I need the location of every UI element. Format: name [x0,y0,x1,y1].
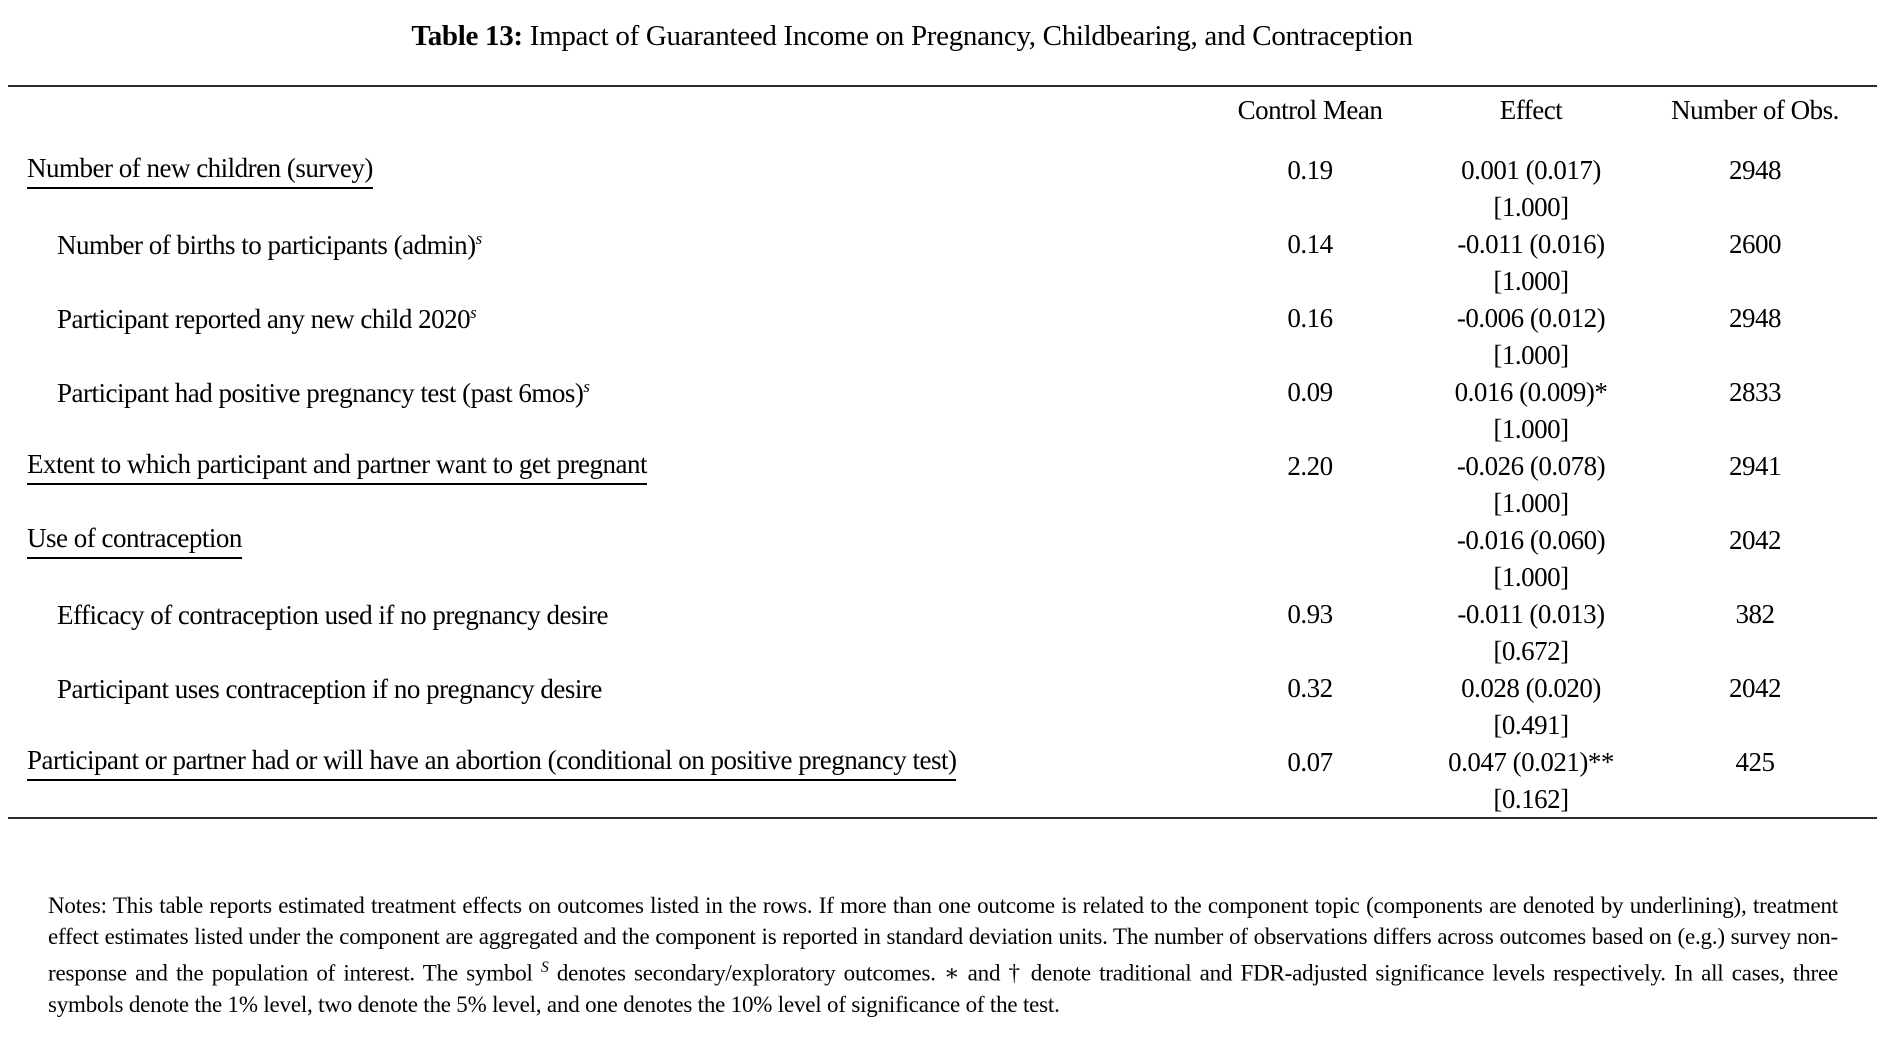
control-mean-value: 0.19 [1287,155,1333,185]
header-effect: Effect [1499,94,1563,125]
fdr-q-value: [1.000] [1493,488,1569,518]
table-row: Extent to which participant and partner … [8,447,1877,521]
row-label: Extent to which participant and partner … [8,448,1206,485]
table-body: Number of new children (survey) 0.19 0.0… [8,151,1877,817]
table-notes: Notes: This table reports estimated trea… [48,893,1839,1017]
effect-value: 0.001 (0.017) [1461,155,1601,185]
secondary-outcome-marker: s [470,302,477,322]
effect-value: -0.006 (0.012) [1456,303,1606,333]
top-rule [8,85,1877,87]
row-label: Participant had positive pregnancy test … [57,376,590,408]
control-mean-value: 0.93 [1287,599,1333,629]
obs-count: 2042 [1729,673,1782,703]
effect-value: 0.028 (0.020) [1461,673,1601,703]
control-mean-value: 0.32 [1287,673,1333,703]
control-mean-value: 2.20 [1287,451,1333,481]
obs-count: 2941 [1729,451,1782,481]
table-row: Number of births to participants (admin)… [8,225,1877,299]
table-row: Participant reported any new child 2020s… [8,299,1877,373]
row-label: Participant reported any new child 2020s [57,302,477,334]
table-number-label: Table 13: [411,20,523,52]
fdr-q-value: [1.000] [1493,192,1569,222]
obs-count: 2948 [1729,303,1782,333]
header-number-of-obs: Number of Obs. [1671,94,1839,125]
secondary-outcome-marker: s [475,228,483,248]
row-label: Participant or partner had or will have … [8,744,1206,781]
control-mean-value: 0.16 [1287,303,1333,333]
fdr-q-value: [1.000] [1493,266,1569,296]
obs-count: 2948 [1729,155,1782,185]
header-control-mean: Control Mean [1237,94,1383,125]
obs-count: 382 [1735,599,1776,629]
row-label: Number of births to participants (admin)… [57,228,483,260]
table-row: Participant or partner had or will have … [8,743,1877,817]
bottom-rule [8,817,1877,819]
control-mean-value: 0.07 [1287,747,1333,777]
header-spacer [8,133,1877,151]
effect-value: -0.026 (0.078) [1456,451,1606,481]
row-label: Efficacy of contraception used if no pre… [57,599,609,630]
row-label: Participant uses contraception if no pre… [57,673,602,704]
table-row: Efficacy of contraception used if no pre… [8,595,1877,669]
table-row: Use of contraception -0.016 (0.060) 2042… [8,521,1877,595]
fdr-q-value: [1.000] [1493,414,1569,444]
table-row: Number of new children (survey) 0.19 0.0… [8,151,1877,225]
effect-value: 0.047 (0.021)** [1448,747,1614,777]
obs-count: 2042 [1729,525,1782,555]
secondary-outcome-marker: s [583,376,590,396]
fdr-q-value: [0.491] [1493,710,1569,740]
obs-count: 2600 [1729,229,1782,259]
table-header-row: Control Mean Effect Number of Obs. [8,87,1877,133]
effect-value: -0.011 (0.016) [1457,229,1605,259]
table-row: Participant uses contraception if no pre… [8,669,1877,743]
fdr-q-value: [0.672] [1493,636,1569,666]
table-row: Participant had positive pregnancy test … [8,373,1877,447]
effect-value: 0.016 (0.009)* [1454,377,1608,407]
fdr-q-value: [0.162] [1493,784,1569,814]
results-table: Control Mean Effect Number of Obs. Numbe… [8,85,1877,819]
obs-count: 425 [1735,747,1776,777]
obs-count: 2833 [1729,377,1782,407]
control-mean-value: 0.09 [1287,377,1333,407]
fdr-q-value: [1.000] [1493,562,1569,592]
row-label: Use of contraception [8,522,1206,559]
effect-value: -0.011 (0.013) [1457,599,1605,629]
fdr-q-value: [1.000] [1493,340,1569,370]
table-title: Table 13: Impact of Guaranteed Income on… [0,20,1824,53]
row-label: Number of new children (survey) [8,152,1206,189]
effect-value: -0.016 (0.060) [1456,525,1606,555]
table-title-text: Impact of Guaranteed Income on Pregnancy… [522,20,1413,52]
control-mean-value: 0.14 [1287,229,1333,259]
